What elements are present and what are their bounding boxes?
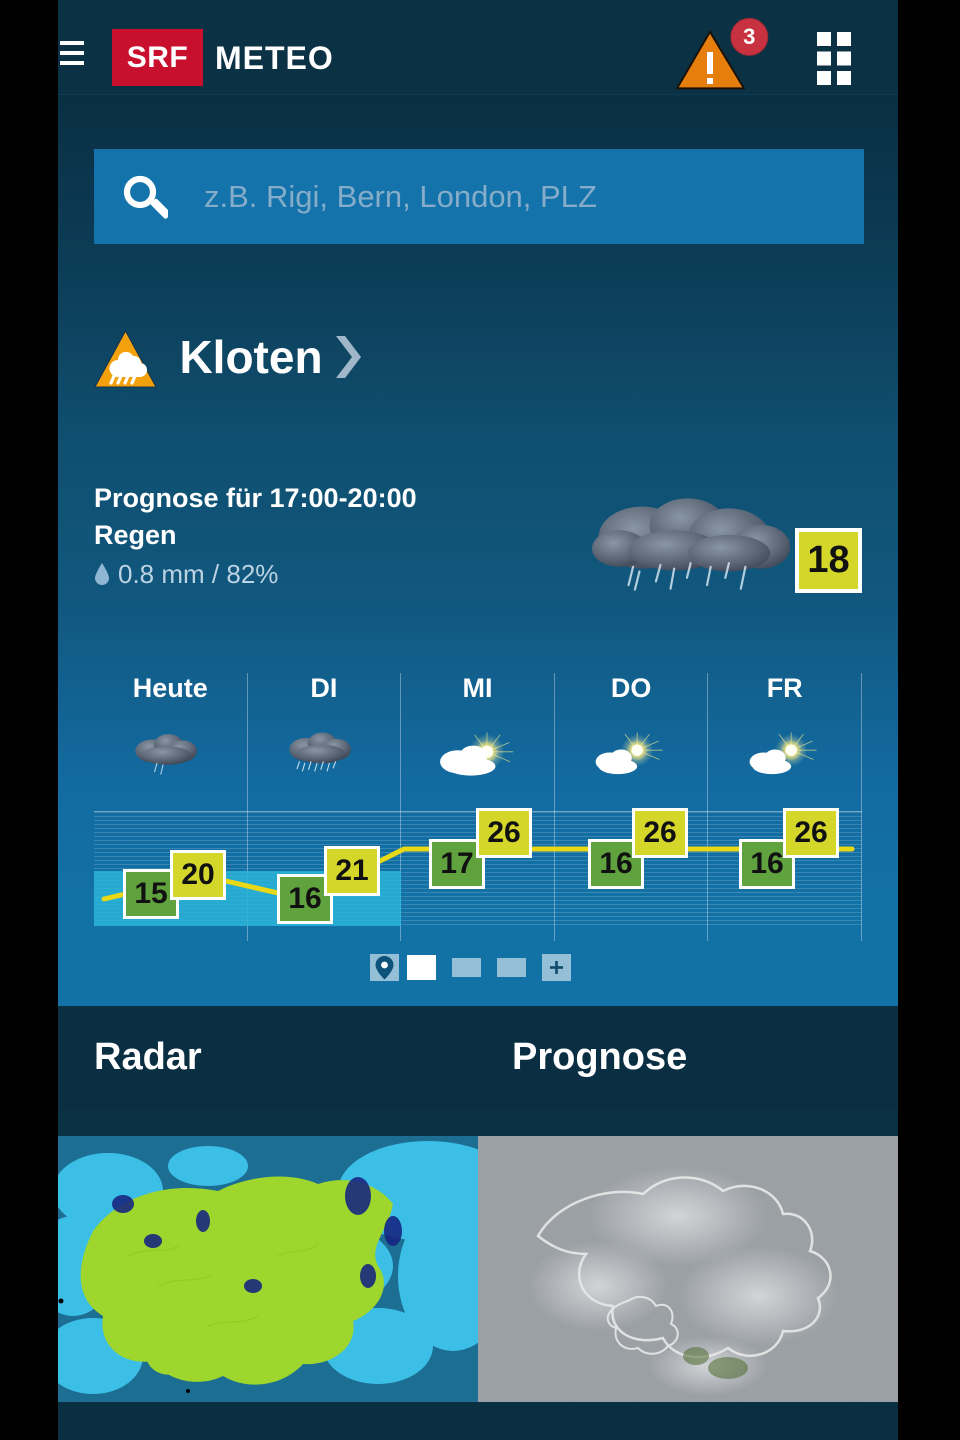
svg-text:3: 3 <box>743 24 755 49</box>
